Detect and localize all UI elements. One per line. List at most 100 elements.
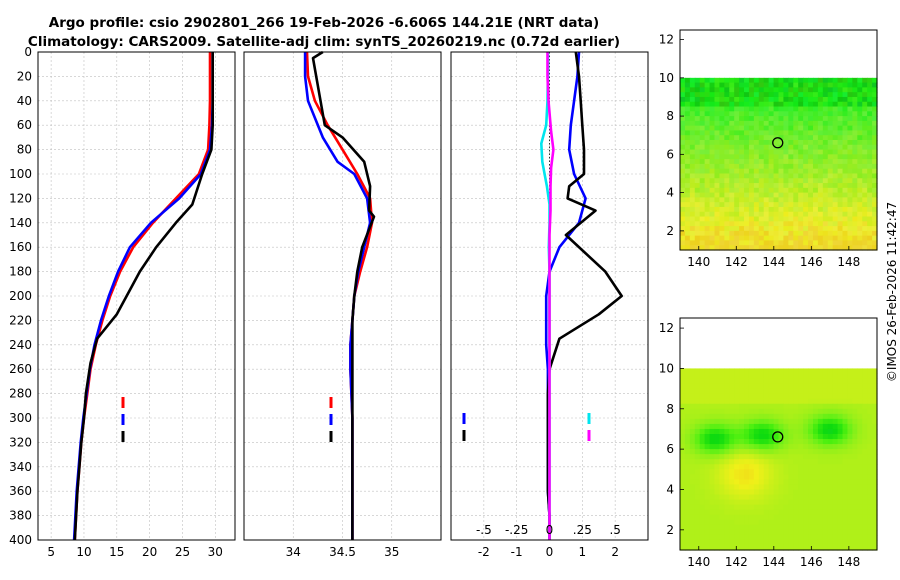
heatmap-cell xyxy=(862,111,868,117)
heatmap-cell xyxy=(867,202,873,208)
heatmap-cell xyxy=(783,499,789,506)
x-tick-label: 10 xyxy=(76,545,91,559)
heatmap-cell xyxy=(857,403,863,410)
heatmap-cell xyxy=(842,439,849,445)
heatmap-cell xyxy=(680,449,686,455)
heatmap-cell xyxy=(680,116,686,122)
heatmap-cell xyxy=(724,398,730,405)
heatmap-cell xyxy=(739,159,745,165)
heatmap-cell xyxy=(793,439,799,445)
heatmap-cell xyxy=(842,116,849,122)
heatmap-cell xyxy=(739,168,745,175)
heatmap-cell xyxy=(694,469,701,475)
heatmap-cell xyxy=(714,216,720,222)
heatmap-cell xyxy=(827,469,834,475)
heatmap-cell xyxy=(709,149,716,155)
heatmap-cell xyxy=(709,509,716,516)
heatmap-cell xyxy=(739,408,745,415)
heatmap-cell xyxy=(867,235,873,242)
y-tick-label: 6 xyxy=(666,442,674,456)
heatmap-cell xyxy=(680,192,686,198)
heatmap-cell xyxy=(872,82,878,88)
series-line xyxy=(311,50,376,540)
heatmap-cell xyxy=(773,159,780,165)
heatmap-cell xyxy=(680,534,686,541)
heatmap-cell xyxy=(689,514,696,521)
heatmap-cell xyxy=(803,130,809,136)
heatmap-cell xyxy=(753,140,760,146)
heatmap-cell xyxy=(748,230,755,237)
heatmap-cell xyxy=(709,449,716,455)
heatmap-cell xyxy=(827,383,834,390)
heatmap-cell xyxy=(768,393,775,400)
heatmap-cell xyxy=(753,87,760,93)
heatmap-cell xyxy=(729,489,735,496)
heatmap-cell xyxy=(832,469,839,475)
heatmap-cell xyxy=(758,77,765,84)
heatmap-cell xyxy=(817,221,824,227)
heatmap-cell xyxy=(852,211,858,218)
heatmap-cell xyxy=(817,534,824,541)
heatmap-cell xyxy=(872,140,878,146)
heatmap-cell xyxy=(867,211,873,218)
heatmap-cell xyxy=(827,428,834,435)
heatmap-cell xyxy=(734,393,740,400)
heatmap-cell xyxy=(689,245,696,251)
heatmap-cell xyxy=(739,464,745,470)
heatmap-cell xyxy=(862,413,868,420)
heatmap-cell xyxy=(744,230,750,237)
heatmap-cell xyxy=(758,504,765,511)
heatmap-cell xyxy=(778,206,785,213)
heatmap-cell xyxy=(788,544,794,551)
heatmap-cell xyxy=(837,101,844,108)
heatmap-cell xyxy=(837,211,844,218)
heatmap-cell xyxy=(778,499,785,506)
heatmap-cell xyxy=(714,106,720,112)
heatmap-cell xyxy=(699,154,706,160)
heatmap-cell xyxy=(857,82,863,88)
heatmap-cell xyxy=(704,192,711,198)
heatmap-cell xyxy=(748,140,755,146)
heatmap-cell xyxy=(852,423,858,430)
x-tick-label: 20 xyxy=(142,545,157,559)
heatmap-cell xyxy=(773,187,780,194)
heatmap-cell xyxy=(783,226,789,232)
x-tick-label: 34 xyxy=(286,545,301,559)
heatmap-cell xyxy=(719,378,725,385)
heatmap-cell xyxy=(748,479,755,486)
heatmap-cell xyxy=(768,226,775,232)
heatmap-cell xyxy=(680,211,686,218)
heatmap-cell xyxy=(680,87,686,93)
heatmap-cell xyxy=(867,403,873,410)
heatmap-cell xyxy=(812,116,819,122)
heatmap-cell xyxy=(842,514,849,521)
heatmap-cell xyxy=(694,230,701,237)
heatmap-cell xyxy=(773,87,780,93)
heatmap-cell xyxy=(699,474,706,480)
heatmap-cell xyxy=(704,393,711,400)
heatmap-cell xyxy=(872,163,878,170)
heatmap-cell xyxy=(783,524,789,531)
heatmap-cell xyxy=(684,534,691,541)
heatmap-cell xyxy=(680,216,686,222)
heatmap-cell xyxy=(748,474,755,480)
heatmap-cell xyxy=(719,534,725,541)
heatmap-cell xyxy=(729,534,735,541)
heatmap-cell xyxy=(724,529,730,536)
heatmap-cell xyxy=(817,116,824,122)
heatmap-cell xyxy=(778,504,785,511)
heatmap-cell xyxy=(744,544,750,551)
heatmap-cell xyxy=(719,106,725,112)
heatmap-cell xyxy=(753,479,760,486)
heatmap-cell xyxy=(798,82,804,88)
heatmap-cell xyxy=(862,168,868,175)
heatmap-cell xyxy=(812,101,819,108)
heatmap-cell xyxy=(788,106,794,112)
heatmap-cell xyxy=(862,235,868,242)
heatmap-cell xyxy=(739,524,745,531)
heatmap-cell xyxy=(768,111,775,117)
heatmap-cell xyxy=(734,82,740,88)
heatmap-cell xyxy=(763,245,770,251)
heatmap-cell xyxy=(808,106,814,112)
heatmap-cell xyxy=(808,192,814,198)
